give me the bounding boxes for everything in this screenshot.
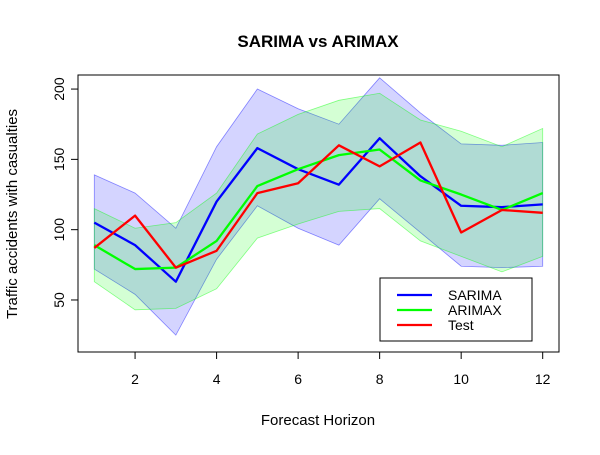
y-axis: 50 100 150 200	[51, 77, 78, 308]
legend-label-sarima: SARIMA	[448, 287, 502, 303]
series-line-arimax	[93, 148, 544, 271]
x-tick-label: 2	[131, 371, 139, 387]
y-tick-label: 50	[51, 292, 67, 308]
x-tick-label: 4	[213, 371, 221, 387]
x-axis-label: Forecast Horizon	[261, 412, 375, 429]
series-lines	[93, 137, 544, 283]
series-line-test	[93, 141, 543, 269]
series-line-sarima	[93, 137, 543, 283]
legend-label-arimax: ARIMAX	[448, 302, 502, 318]
band-sarima	[93, 77, 544, 336]
legend-label-test: Test	[448, 317, 474, 333]
y-axis-label: Traffic accidents with casualties	[4, 109, 21, 319]
x-tick-label: 6	[294, 371, 302, 387]
chart-title: SARIMA vs ARIMAX	[237, 32, 399, 51]
x-tick-label: 10	[453, 371, 469, 387]
x-tick-label: 8	[376, 371, 384, 387]
y-tick-label: 100	[51, 218, 67, 242]
y-tick-label: 150	[51, 147, 67, 171]
band-arimax	[93, 92, 544, 311]
y-tick-label: 200	[51, 77, 67, 101]
x-axis: 2 4 6 8 10 12	[131, 351, 551, 387]
x-tick-label: 12	[535, 371, 551, 387]
